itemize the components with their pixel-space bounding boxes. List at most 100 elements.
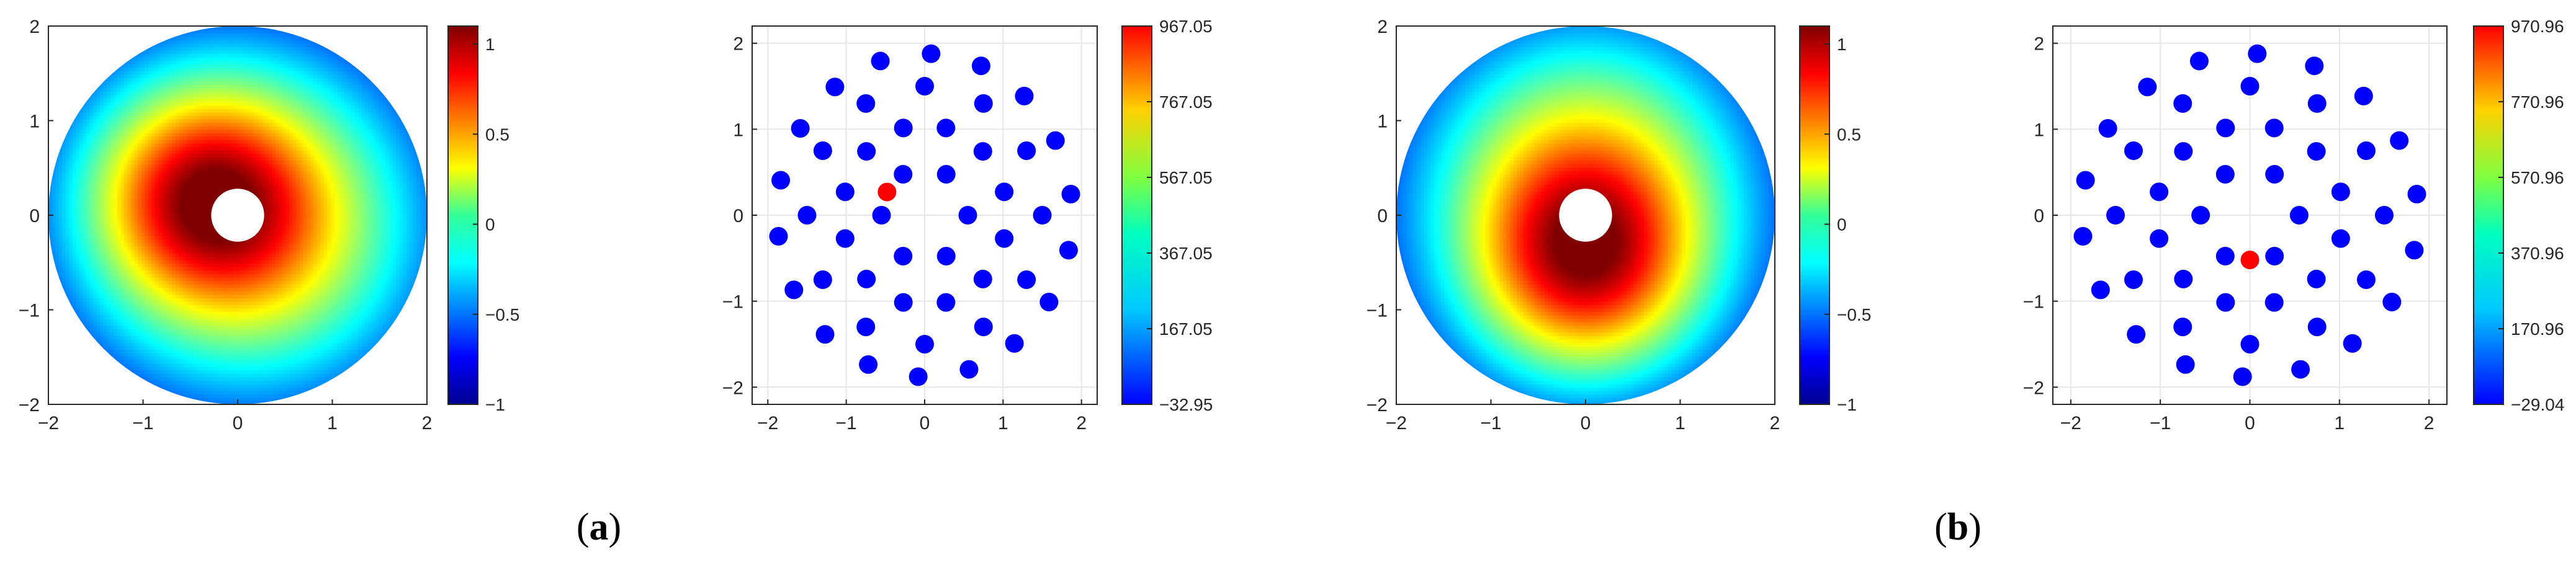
- field-cell: [134, 263, 138, 267]
- field-cell: [76, 263, 80, 267]
- field-cell: [155, 256, 159, 260]
- field-cell: [120, 78, 125, 82]
- field-cell: [238, 67, 242, 71]
- field-cell: [158, 50, 163, 55]
- field-cell: [192, 321, 197, 326]
- field-cell: [148, 267, 153, 271]
- field-cell: [220, 163, 225, 168]
- field-cell: [100, 125, 104, 130]
- field-cell: [210, 84, 214, 89]
- field-cell: [192, 225, 197, 229]
- field-cell: [131, 263, 135, 267]
- field-cell: [217, 170, 222, 175]
- field-cell: [155, 140, 159, 144]
- field-cell: [210, 87, 214, 92]
- field-cell: [186, 160, 191, 164]
- field-cell: [169, 43, 173, 48]
- field-cell: [217, 180, 222, 185]
- field-cell: [89, 314, 94, 319]
- field-cell: [217, 352, 222, 357]
- field-cell: [179, 140, 184, 144]
- field-cell: [162, 136, 166, 140]
- field-cell: [79, 118, 84, 123]
- field-cell: [207, 287, 211, 291]
- field-cell: [189, 367, 194, 371]
- field-cell: [117, 270, 122, 275]
- field-cell: [86, 260, 91, 264]
- field-cell: [107, 87, 111, 92]
- field-cell: [100, 115, 104, 120]
- field-cell: [234, 267, 238, 271]
- field-cell: [138, 125, 142, 130]
- field-cell: [155, 146, 159, 151]
- field-cell: [79, 143, 84, 147]
- field-cell: [145, 318, 149, 323]
- field-cell: [83, 149, 87, 154]
- field-cell: [107, 94, 111, 99]
- field-cell: [148, 242, 153, 247]
- field-cell: [72, 215, 77, 220]
- field-cell: [117, 67, 122, 71]
- field-cell: [196, 98, 200, 102]
- field-cell: [86, 287, 91, 291]
- field-cell: [110, 332, 115, 336]
- field-cell: [155, 177, 159, 182]
- field-cell: [86, 263, 91, 267]
- field-cell: [120, 94, 125, 99]
- field-cell: [89, 249, 94, 254]
- field-cell: [58, 153, 63, 158]
- field-cell: [223, 187, 228, 192]
- field-cell: [134, 60, 138, 65]
- field-cell: [179, 215, 184, 220]
- field-cell: [131, 274, 135, 278]
- field-cell: [241, 291, 245, 295]
- field-cell: [227, 64, 231, 68]
- field-cell: [176, 81, 180, 86]
- field-cell: [230, 253, 235, 257]
- field-cell: [230, 174, 235, 178]
- field-cell: [76, 115, 80, 120]
- field-cell: [127, 184, 132, 189]
- field-cell: [179, 136, 184, 140]
- field-cell: [114, 301, 118, 305]
- field-cell: [179, 383, 184, 388]
- field-cell: [186, 236, 191, 240]
- field-cell: [93, 218, 97, 223]
- field-cell: [131, 91, 135, 96]
- field-cell: [182, 229, 187, 233]
- field-cell: [120, 274, 125, 278]
- field-cell: [162, 318, 166, 323]
- field-cell: [210, 373, 214, 378]
- field-cell: [213, 187, 218, 192]
- field-cell: [241, 253, 245, 257]
- field-cell: [158, 198, 163, 202]
- field-cell: [217, 33, 222, 37]
- field-cell: [179, 205, 184, 209]
- field-cell: [165, 359, 169, 364]
- field-cell: [169, 373, 173, 378]
- field-cell: [210, 376, 214, 381]
- field-cell: [124, 356, 128, 360]
- field-cell: [165, 256, 169, 260]
- field-cell: [182, 109, 187, 113]
- field-cell: [83, 239, 87, 244]
- field-cell: [203, 246, 207, 251]
- field-cell: [55, 242, 60, 247]
- field-cell: [117, 218, 122, 223]
- field-cell: [186, 132, 191, 137]
- field-cell: [151, 359, 156, 364]
- field-cell: [220, 26, 225, 30]
- field-cell: [148, 98, 153, 102]
- field-cell: [148, 50, 153, 55]
- field-cell: [227, 356, 231, 360]
- field-cell: [241, 336, 245, 340]
- field-cell: [172, 225, 176, 229]
- field-cell: [134, 274, 138, 278]
- field-cell: [162, 167, 166, 171]
- field-cell: [234, 329, 238, 333]
- field-cell: [172, 383, 176, 388]
- field-cell: [241, 87, 245, 92]
- field-cell: [223, 397, 228, 402]
- field-cell: [148, 118, 153, 123]
- field-cell: [227, 370, 231, 374]
